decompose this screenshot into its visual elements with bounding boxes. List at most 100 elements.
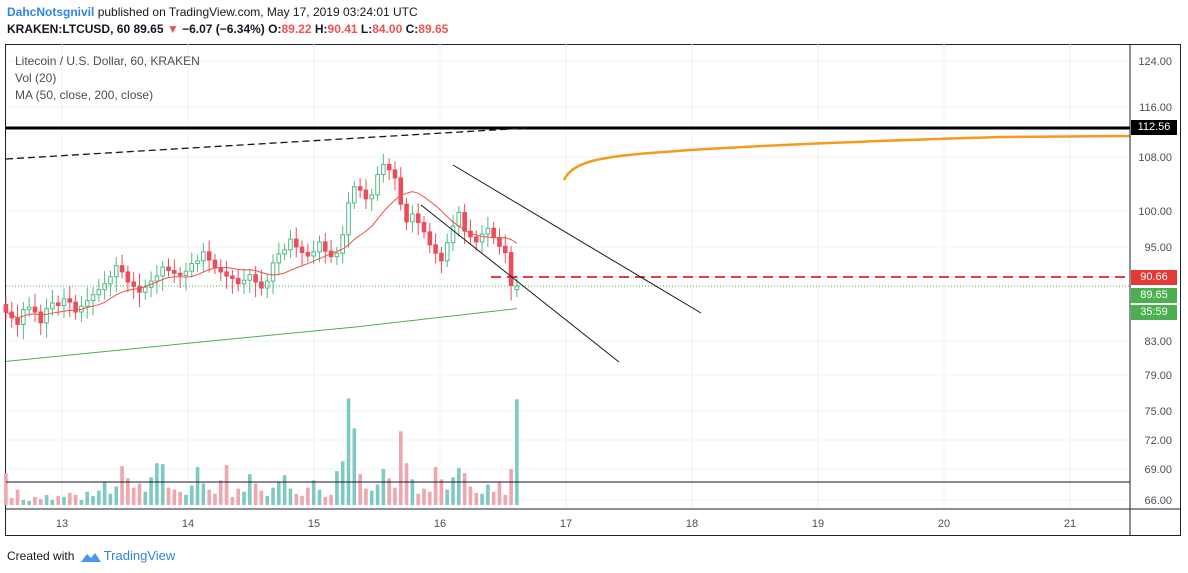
candle-body [421,222,427,233]
candle-body [276,253,282,264]
volume-bar [462,473,467,505]
price-tick-label: 75.00 [1144,406,1172,418]
volume-bar [451,477,455,505]
candle-body [32,306,38,313]
volume-bar [515,399,519,505]
candle-body [21,309,26,325]
close-value: 89.65 [418,22,449,36]
volume-bar [259,490,264,505]
chart-frame[interactable] [5,44,1181,536]
volume-bar [375,484,380,505]
volume-bar [369,490,374,505]
volume-bar [4,473,8,505]
volume-bar [230,496,235,505]
candle-body [235,277,241,285]
last-price: 89.65 [133,22,164,36]
volume-bar [207,489,211,505]
volume-bar [178,491,182,505]
time-tick-label: 17 [560,518,572,530]
volume-bar [213,493,217,505]
candle-body [381,163,386,176]
volume-bar [457,468,461,505]
legend-title: Litecoin / U.S. Dollar, 60, KRAKEN [15,54,200,68]
channel-lower [420,204,620,363]
high-label: H: [314,22,328,36]
symbol-label: KRAKEN:LTCUSD, 60 [7,22,131,36]
volume-bar [218,480,223,505]
volume-bar [102,481,107,505]
created-with-label: Created with [7,549,75,563]
brand-link[interactable]: TradingView [103,548,176,563]
volume-bar [126,478,130,505]
volume-bar [277,482,281,505]
candle-body [160,266,166,277]
candle-body [386,163,392,171]
symbol-ohlc-line: KRAKEN:LTCUSD, 60 89.65 ▼ −6.07 (−6.34%)… [7,22,448,36]
time-tick-label: 18 [686,518,698,530]
projection-curve [562,134,1131,181]
volume-bar [149,477,153,505]
volume-bar [131,487,136,505]
published-text: published on TradingView.com, May 17, 20… [97,5,418,19]
candle-body [154,275,160,282]
volume-bars [4,398,519,505]
legend-volume: Vol (20) [15,71,57,85]
volume-bar [300,495,304,505]
candle-body [270,262,276,282]
price-tick-label: 108.00 [1138,152,1172,164]
volume-bar [358,474,362,505]
down-arrow-icon: ▼ [166,22,179,36]
candle-body [439,252,444,262]
close-label: C: [405,22,419,36]
volume-bar [282,475,287,505]
candle-body [61,298,67,306]
candle-body [73,301,78,313]
candle-body [218,267,224,273]
volume-bar [9,497,14,505]
time-axis: 13 14 15 16 17 18 19 20 21 [56,518,1076,530]
volume-bar [79,500,84,505]
candle-body [102,283,107,291]
volume-bar [422,488,426,505]
volume-bar [387,478,391,505]
countdown-badge: 35:59 [1131,305,1177,320]
candle-body [26,306,32,311]
candle-body [15,317,20,325]
time-tick-label: 13 [56,518,68,530]
volume-bar [172,489,177,505]
volume-bar [91,495,95,505]
candle-body [491,227,496,239]
candle-body [50,302,55,310]
volume-bar [503,494,508,505]
volume-bar [21,500,26,505]
ma200-line [5,308,517,362]
candle-body [44,308,49,324]
price-tick-label: 116.00 [1139,102,1172,114]
candle-body [131,281,136,287]
volume-bar [97,490,101,505]
candle-body [502,245,508,254]
volume-bar [85,491,90,505]
candle-body [322,241,328,252]
candle-body [282,249,287,255]
candle-body [334,252,340,258]
candle-body [119,265,125,273]
candle-body [55,302,61,306]
author-link[interactable]: DahcNotsgnivil [7,5,95,19]
low-value: 84.00 [372,22,403,36]
volume-bar [335,471,339,505]
price-tick-label: 66.00 [1144,495,1172,507]
last-price-badge: 89.65 [1131,288,1177,303]
volume-bar [236,488,240,505]
time-tick-label: 14 [182,518,194,530]
volume-bar [311,480,316,505]
candle-body [392,169,398,179]
footer: Created with TradingView [7,548,175,563]
volume-bar [433,467,438,505]
volume-bar [44,494,49,505]
candle-body [508,252,514,287]
price-tick-label: 72.00 [1144,435,1172,447]
legend-ma: MA (50, close, 200, close) [15,88,154,102]
candle-body [346,202,351,236]
